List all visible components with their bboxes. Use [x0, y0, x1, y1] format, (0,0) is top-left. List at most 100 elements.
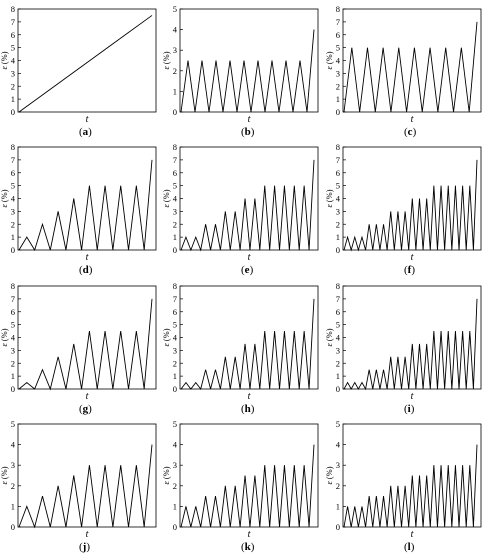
- y-tick-label: 7: [11, 155, 15, 165]
- y-axis-symbol: ε: [0, 343, 9, 347]
- chart-panel-h: 0 1 2 3 4 5 6 7 8 ε (%) t (h): [161, 280, 324, 418]
- y-tick-label: 6: [173, 168, 177, 178]
- chart-panel-d: 0 1 2 3 4 5 6 7 8 ε (%) t (d): [0, 141, 162, 279]
- y-tick-label: 8: [336, 281, 340, 291]
- y-axis-unit: (%): [324, 189, 334, 202]
- panel-label-l: (l): [404, 541, 414, 553]
- y-tick-label: 6: [336, 30, 340, 40]
- y-axis-symbol: ε: [324, 204, 334, 208]
- x-axis-label: t: [86, 391, 89, 402]
- panel-label-g: (g): [79, 403, 92, 415]
- y-tick-label: 0: [11, 107, 15, 117]
- panel-label-f: (f): [404, 264, 415, 276]
- y-tick-label: 3: [336, 345, 340, 355]
- y-axis-label: ε (%): [161, 466, 171, 484]
- y-axis-symbol: ε: [161, 66, 171, 70]
- y-tick-label: 5: [173, 4, 177, 14]
- y-axis-symbol: ε: [324, 481, 334, 485]
- y-tick-label: 3: [11, 345, 15, 355]
- y-tick-label: 7: [11, 294, 15, 304]
- x-axis-label: t: [248, 391, 251, 402]
- y-tick-label: 4: [11, 333, 16, 343]
- chart-svg-f: 0 1 2 3 4 5 6 7 8 ε (%) t: [324, 142, 482, 263]
- x-axis-label: t: [411, 114, 414, 125]
- strain-series-line: [18, 15, 153, 113]
- chart-svg-j: 0 1 2 3 4 5 ε (%) t: [0, 419, 157, 540]
- y-tick-label: 3: [11, 206, 15, 216]
- y-tick-label: 5: [336, 43, 340, 53]
- y-tick-label: 4: [336, 56, 341, 66]
- y-tick-label: 1: [11, 501, 15, 511]
- x-axis-label: t: [411, 252, 414, 263]
- chart-panel-c: 0 1 2 3 4 5 6 7 8 ε (%) t (c): [324, 3, 486, 141]
- y-axis-unit: (%): [161, 189, 171, 202]
- label-paren-close: ): [410, 403, 415, 415]
- y-tick-label: 0: [173, 384, 177, 394]
- y-tick-label: 4: [173, 333, 178, 343]
- y-tick-label: 4: [173, 25, 178, 35]
- chart-svg-k: 0 1 2 3 4 5 ε (%) t: [161, 419, 319, 540]
- y-axis-label: ε (%): [0, 466, 9, 484]
- strain-series-line: [180, 444, 315, 528]
- y-tick-label: 4: [173, 194, 178, 204]
- label-paren-open: (: [404, 541, 408, 553]
- label-paren-open: (: [404, 403, 408, 415]
- label-paren-close: ): [411, 264, 416, 276]
- chart-panel-g: 0 1 2 3 4 5 6 7 8 ε (%) t (g): [0, 280, 162, 418]
- strain-series-line: [343, 21, 478, 113]
- x-axis-label: t: [86, 529, 89, 540]
- y-axis-label: ε (%): [324, 189, 334, 207]
- panel-label-a: (a): [79, 126, 92, 138]
- label-paren-open: (: [79, 264, 83, 276]
- label-letter: h: [244, 403, 251, 415]
- y-tick-label: 1: [336, 232, 340, 242]
- label-letter: k: [244, 541, 251, 553]
- y-tick-label: 4: [336, 194, 341, 204]
- y-tick-label: 1: [173, 232, 177, 242]
- y-tick-label: 8: [173, 281, 177, 291]
- y-tick-label: 0: [336, 522, 340, 532]
- label-paren-close: ): [250, 541, 255, 553]
- y-axis-label: ε (%): [161, 189, 171, 207]
- panel-label-e: (e): [241, 264, 253, 276]
- y-axis-label: ε (%): [0, 328, 9, 346]
- label-paren-close: ): [88, 264, 93, 276]
- chart-svg-a: 0 1 2 3 4 5 6 7 8 ε (%) t: [0, 4, 157, 125]
- y-axis-symbol: ε: [0, 204, 9, 208]
- y-tick-label: 1: [336, 371, 340, 381]
- strain-series-line: [343, 298, 478, 391]
- label-letter: i: [407, 403, 411, 415]
- y-tick-label: 3: [173, 45, 177, 55]
- y-tick-label: 0: [336, 384, 340, 394]
- label-paren-open: (: [79, 541, 83, 553]
- y-tick-label: 4: [11, 440, 16, 450]
- y-tick-label: 5: [173, 181, 177, 191]
- y-axis-unit: (%): [324, 51, 334, 64]
- y-tick-label: 2: [11, 219, 15, 229]
- y-tick-label: 1: [11, 94, 15, 104]
- y-tick-label: 2: [336, 481, 340, 491]
- y-tick-label: 5: [11, 419, 15, 429]
- chart-svg-d: 0 1 2 3 4 5 6 7 8 ε (%) t: [0, 142, 157, 263]
- y-axis-label: ε (%): [0, 51, 9, 69]
- y-axis-unit: (%): [0, 189, 9, 202]
- y-axis-symbol: ε: [161, 481, 171, 485]
- panel-label-b: (b): [241, 126, 254, 138]
- y-tick-label: 3: [173, 345, 177, 355]
- label-paren-open: (: [79, 126, 83, 138]
- y-tick-label: 4: [11, 56, 16, 66]
- y-tick-label: 1: [336, 501, 340, 511]
- panel-label-h: (h): [241, 403, 254, 415]
- y-tick-label: 0: [336, 245, 340, 255]
- y-tick-label: 1: [336, 94, 340, 104]
- label-paren-open: (: [241, 403, 245, 415]
- y-axis-symbol: ε: [0, 66, 9, 70]
- strain-series-line: [180, 159, 315, 252]
- y-tick-label: 1: [11, 371, 15, 381]
- y-tick-label: 8: [173, 142, 177, 152]
- chart-svg-e: 0 1 2 3 4 5 6 7 8 ε (%) t: [161, 142, 319, 263]
- panel-label-c: (c): [404, 126, 416, 138]
- label-paren-close: ): [412, 126, 417, 138]
- y-tick-label: 0: [173, 522, 177, 532]
